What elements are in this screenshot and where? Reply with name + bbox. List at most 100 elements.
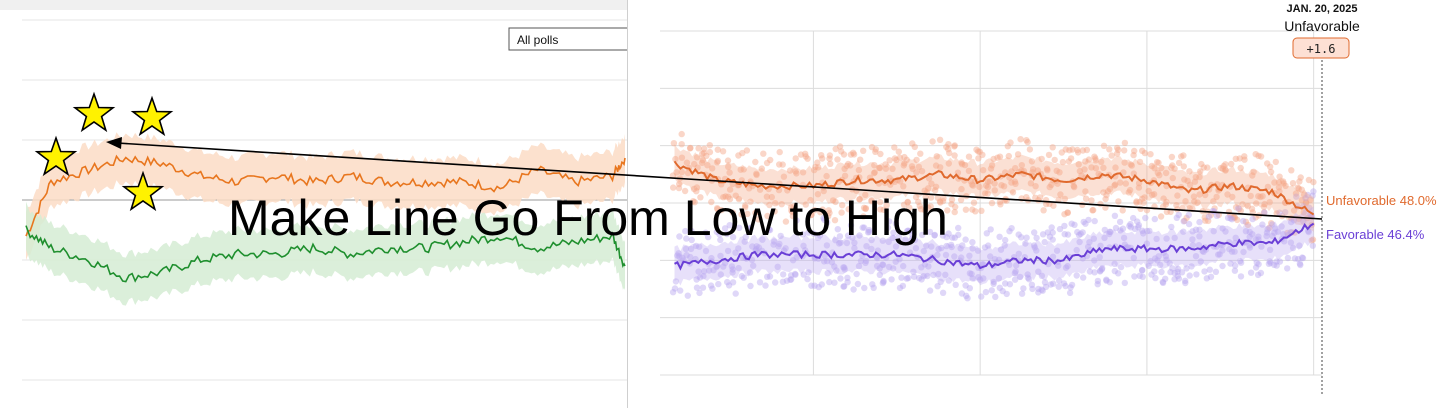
poll-dot-unfavorable: [1007, 139, 1014, 146]
poll-dot-favorable: [995, 275, 1003, 282]
poll-dot-unfavorable: [850, 149, 857, 156]
poll-dot-favorable: [1140, 230, 1147, 237]
poll-dot-unfavorable: [1083, 146, 1091, 154]
poll-dot-favorable: [826, 278, 833, 286]
poll-dot-unfavorable: [922, 193, 929, 201]
poll-dot-unfavorable: [1271, 179, 1278, 186]
poll-dot-unfavorable: [1205, 217, 1212, 225]
poll-dot-favorable: [983, 230, 990, 237]
poll-dot-favorable: [1006, 228, 1013, 235]
poll-dot-favorable: [905, 274, 912, 282]
poll-dot-favorable: [1056, 277, 1063, 284]
poll-dot-favorable: [1097, 267, 1104, 274]
poll-dot-unfavorable: [1065, 158, 1073, 165]
poll-dot-unfavorable: [708, 198, 715, 206]
poll-dot-unfavorable: [901, 153, 908, 161]
poll-dot-favorable: [1022, 240, 1029, 247]
poll-dot-favorable: [818, 281, 825, 288]
poll-dot-unfavorable: [826, 209, 833, 217]
poll-dot-favorable: [792, 271, 799, 278]
poll-dot-unfavorable: [895, 148, 902, 155]
poll-filter-dropdown[interactable]: All polls: [508, 27, 634, 51]
poll-dot-favorable: [966, 270, 974, 277]
poll-dot-unfavorable: [704, 162, 711, 169]
poll-dot-favorable: [903, 228, 911, 235]
poll-dot-favorable: [1062, 264, 1070, 271]
poll-dot-favorable: [1299, 254, 1306, 261]
poll-dot-favorable: [1066, 289, 1074, 297]
poll-dot-favorable: [855, 262, 863, 270]
poll-dot-unfavorable: [906, 204, 913, 211]
poll-dot-unfavorable: [1222, 167, 1229, 174]
poll-dot-favorable: [1131, 225, 1139, 232]
poll-dot-favorable: [1183, 265, 1190, 272]
poll-dot-unfavorable: [1267, 168, 1275, 176]
poll-dot-unfavorable: [862, 205, 869, 213]
poll-dot-unfavorable: [1117, 179, 1124, 186]
poll-dot-unfavorable: [1136, 198, 1143, 206]
poll-dot-favorable: [671, 285, 679, 292]
poll-dot-favorable: [966, 285, 973, 292]
poll-dot-unfavorable: [856, 195, 863, 203]
poll-dot-favorable: [1242, 228, 1250, 235]
poll-dot-favorable: [895, 233, 902, 240]
poll-dot-unfavorable: [814, 191, 822, 198]
poll-dot-favorable: [1044, 229, 1052, 236]
poll-dot-favorable: [1296, 242, 1303, 249]
poll-dot-unfavorable: [745, 185, 753, 192]
poll-dot-unfavorable: [1183, 214, 1190, 222]
poll-dot-unfavorable: [860, 213, 867, 220]
poll-dot-favorable: [990, 280, 997, 287]
poll-dot-favorable: [937, 278, 944, 285]
poll-dot-unfavorable: [997, 201, 1004, 208]
poll-dot-unfavorable: [1219, 165, 1226, 172]
poll-dot-favorable: [835, 240, 843, 247]
poll-dot-unfavorable: [918, 168, 926, 175]
poll-dot-favorable: [1278, 223, 1285, 230]
poll-dot-unfavorable: [676, 180, 683, 188]
poll-dot-favorable: [699, 284, 707, 291]
poll-dot-favorable: [1085, 216, 1092, 224]
poll-dot-unfavorable: [691, 160, 698, 168]
poll-dot-favorable: [921, 261, 929, 268]
poll-dot-favorable: [926, 287, 934, 294]
poll-dot-unfavorable: [687, 144, 694, 152]
poll-dot-favorable: [1064, 231, 1072, 238]
poll-dot-favorable: [1270, 261, 1278, 269]
annotation-overlay: Make Line Go From Low to High: [34, 91, 1323, 246]
poll-dot-unfavorable: [990, 155, 997, 163]
poll-dot-favorable: [1258, 243, 1265, 250]
star-icon: [130, 95, 174, 137]
poll-dot-unfavorable: [984, 183, 992, 191]
poll-dot-unfavorable: [1202, 217, 1209, 224]
poll-dot-unfavorable: [876, 164, 884, 172]
poll-dot-favorable: [1188, 263, 1195, 270]
poll-dot-unfavorable: [936, 136, 944, 143]
poll-dot-unfavorable: [1267, 163, 1274, 170]
poll-dot-favorable: [729, 266, 736, 273]
poll-dot-unfavorable: [1275, 184, 1283, 191]
poll-dot-favorable: [902, 236, 909, 243]
poll-dot-favorable: [879, 279, 886, 287]
poll-dot-favorable: [1023, 234, 1030, 241]
poll-dot-favorable: [1196, 233, 1203, 240]
poll-dot-unfavorable: [1036, 194, 1044, 201]
poll-dot-unfavorable: [958, 185, 965, 193]
poll-dot-unfavorable: [1135, 184, 1143, 191]
poll-dot-favorable: [788, 276, 795, 283]
poll-dot-favorable: [1136, 272, 1143, 279]
poll-dot-favorable: [1231, 248, 1238, 255]
poll-dot-favorable: [974, 247, 982, 254]
poll-dot-favorable: [687, 245, 695, 253]
poll-dot-favorable: [808, 282, 815, 289]
poll-dot-favorable: [861, 284, 868, 292]
poll-dot-favorable: [821, 252, 828, 259]
poll-dot-favorable: [1151, 215, 1159, 223]
poll-dot-favorable: [931, 231, 938, 239]
poll-dot-favorable: [1169, 265, 1176, 272]
poll-dot-favorable: [724, 247, 732, 255]
poll-dot-unfavorable: [1196, 173, 1203, 181]
poll-dot-favorable: [948, 243, 955, 251]
poll-dot-favorable: [843, 239, 851, 247]
poll-dot-unfavorable: [1294, 184, 1301, 191]
